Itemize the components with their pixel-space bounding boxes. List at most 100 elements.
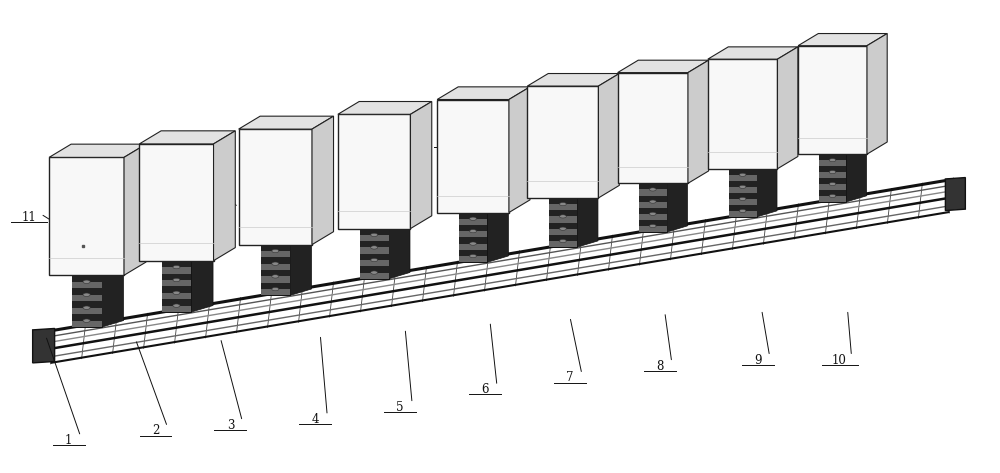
Circle shape [829, 158, 836, 162]
Polygon shape [389, 222, 410, 279]
Circle shape [371, 258, 378, 262]
Polygon shape [72, 288, 102, 295]
Polygon shape [261, 245, 290, 296]
Polygon shape [867, 34, 887, 154]
Polygon shape [261, 276, 290, 283]
Polygon shape [549, 235, 577, 241]
Polygon shape [72, 301, 102, 308]
Text: 4: 4 [312, 413, 319, 426]
Polygon shape [290, 238, 312, 296]
Polygon shape [214, 131, 235, 261]
Circle shape [739, 173, 746, 176]
Polygon shape [312, 116, 334, 245]
Polygon shape [162, 280, 191, 286]
Polygon shape [261, 283, 290, 289]
Text: 1: 1 [65, 434, 72, 447]
Polygon shape [338, 102, 432, 114]
Polygon shape [598, 73, 619, 198]
Polygon shape [360, 260, 389, 266]
Polygon shape [798, 46, 867, 154]
Polygon shape [437, 87, 530, 99]
Circle shape [371, 233, 378, 236]
Polygon shape [261, 270, 290, 276]
Polygon shape [708, 47, 798, 59]
Circle shape [560, 202, 566, 206]
Polygon shape [72, 321, 102, 327]
Polygon shape [102, 269, 124, 327]
Circle shape [739, 210, 746, 212]
Circle shape [173, 278, 180, 281]
Circle shape [739, 185, 746, 188]
Polygon shape [162, 261, 191, 267]
Text: 9: 9 [754, 353, 761, 367]
Polygon shape [777, 47, 798, 169]
Polygon shape [49, 158, 124, 275]
Polygon shape [459, 237, 487, 244]
Polygon shape [667, 177, 687, 232]
Polygon shape [819, 160, 846, 166]
Polygon shape [459, 212, 487, 219]
Polygon shape [846, 148, 867, 202]
Polygon shape [360, 272, 389, 279]
Circle shape [470, 229, 476, 233]
Polygon shape [819, 178, 846, 184]
Text: 5: 5 [396, 401, 404, 414]
Polygon shape [729, 187, 757, 193]
Circle shape [371, 271, 378, 274]
Polygon shape [549, 229, 577, 235]
Polygon shape [139, 131, 235, 144]
Polygon shape [798, 34, 887, 46]
Polygon shape [819, 190, 846, 196]
Text: 6: 6 [481, 383, 489, 396]
Polygon shape [549, 210, 577, 216]
Polygon shape [549, 216, 577, 222]
Polygon shape [459, 244, 487, 250]
Circle shape [560, 227, 566, 230]
Polygon shape [72, 275, 102, 327]
Polygon shape [139, 144, 214, 261]
Polygon shape [819, 172, 846, 178]
Circle shape [272, 262, 279, 265]
Circle shape [83, 280, 90, 283]
Polygon shape [729, 211, 757, 217]
Polygon shape [459, 256, 487, 262]
Circle shape [83, 293, 90, 297]
Polygon shape [239, 129, 312, 245]
Polygon shape [360, 228, 389, 279]
Polygon shape [639, 220, 667, 226]
Circle shape [272, 249, 279, 253]
Polygon shape [757, 163, 777, 217]
Polygon shape [639, 214, 667, 220]
Polygon shape [360, 228, 389, 235]
Polygon shape [639, 184, 667, 232]
Polygon shape [360, 247, 389, 254]
Polygon shape [459, 231, 487, 237]
Text: 8: 8 [656, 359, 663, 373]
Polygon shape [162, 261, 191, 312]
Circle shape [83, 306, 90, 309]
Polygon shape [729, 169, 757, 175]
Polygon shape [639, 201, 667, 208]
Polygon shape [729, 193, 757, 199]
Polygon shape [945, 177, 965, 210]
Polygon shape [162, 286, 191, 293]
Polygon shape [459, 225, 487, 231]
Polygon shape [618, 72, 688, 184]
Circle shape [649, 224, 656, 228]
Polygon shape [239, 116, 334, 129]
Polygon shape [410, 102, 432, 228]
Polygon shape [729, 169, 757, 217]
Polygon shape [72, 295, 102, 301]
Polygon shape [509, 87, 530, 212]
Text: 17: 17 [547, 122, 562, 134]
Text: 18: 18 [640, 112, 655, 125]
Polygon shape [819, 184, 846, 190]
Polygon shape [639, 195, 667, 201]
Polygon shape [459, 212, 487, 262]
Polygon shape [708, 59, 777, 169]
Polygon shape [639, 184, 667, 189]
Polygon shape [487, 206, 508, 262]
Polygon shape [618, 60, 709, 72]
Polygon shape [338, 114, 410, 228]
Circle shape [560, 239, 566, 243]
